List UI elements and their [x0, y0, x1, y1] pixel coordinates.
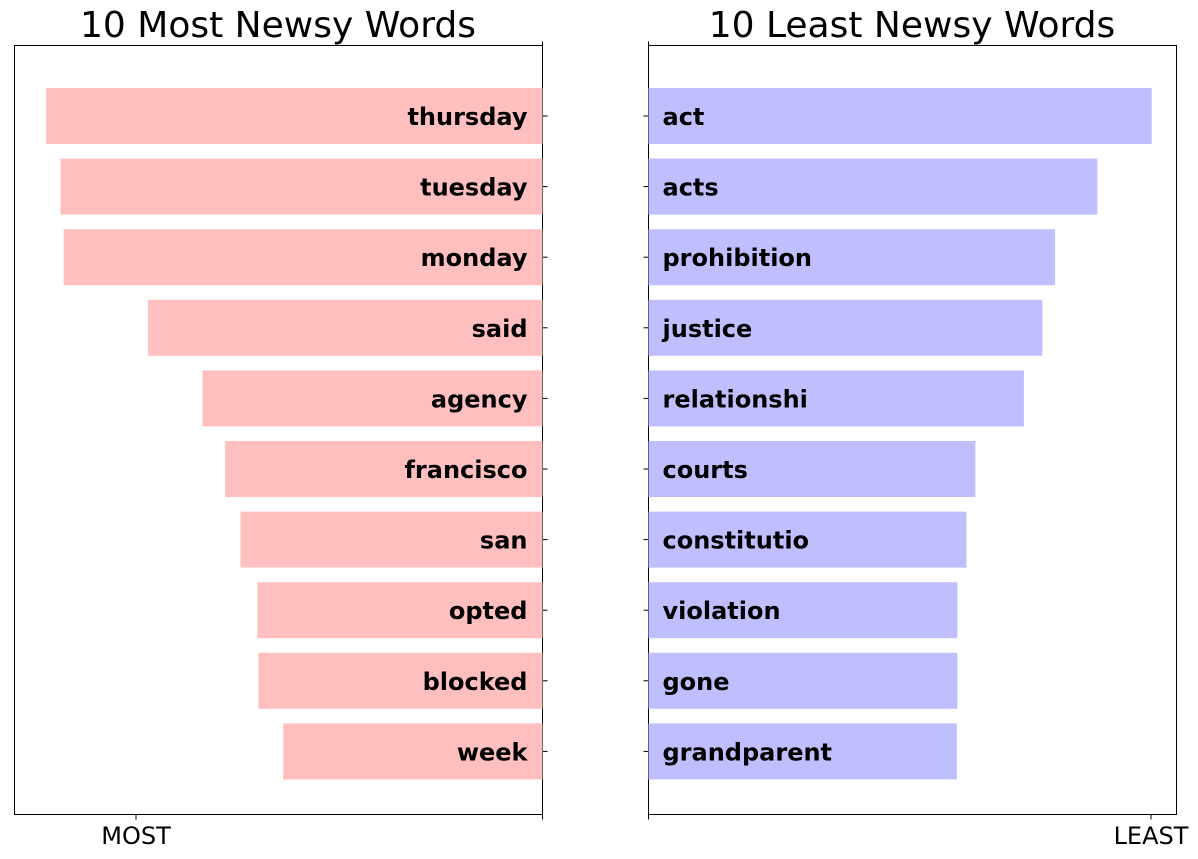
least-bar-grandparent	[648, 723, 957, 780]
least-xtick-label: LEAST	[1114, 822, 1189, 850]
least-bar-label-justice: justice	[662, 315, 753, 343]
most-newsy-panel: 10 Most Newsy Words thursday tuesday monda…	[14, 5, 548, 850]
least-newsy-panel: 10 Least Newsy Words act acts prohibition j…	[643, 5, 1189, 850]
least-bar-label-constitutio: constitutio	[663, 527, 810, 555]
least-bar-gone	[648, 652, 958, 709]
least-bar-label-relationshi: relationshi	[663, 385, 808, 413]
least-bar-constitutio	[648, 511, 967, 568]
most-bar-monday	[63, 229, 543, 286]
least-bar-label-grandparent: grandparent	[663, 738, 833, 766]
most-newsy-axes-frame	[14, 45, 543, 815]
most-bar-label-tuesday: tuesday	[420, 174, 528, 202]
most-bar-tuesday	[60, 158, 543, 215]
least-bar-act	[648, 88, 1152, 144]
least-bar-acts	[648, 158, 1098, 215]
most-bar-francisco	[225, 441, 543, 497]
least-bar-label-courts: courts	[663, 456, 748, 484]
least-bar-courts	[648, 441, 976, 497]
most-bar-label-francisco: francisco	[404, 456, 527, 484]
least-newsy-axes-frame	[648, 45, 1177, 815]
most-bar-said	[148, 299, 543, 356]
least-bar-violation	[648, 582, 958, 639]
least-bar-justice	[648, 299, 1043, 356]
most-bar-agency	[202, 370, 543, 427]
most-newsy-bars: thursday tuesday monday said agency francisco…	[46, 88, 543, 780]
least-newsy-ticks	[643, 41, 1152, 820]
most-bar-opted	[257, 582, 543, 639]
most-newsy-title: 10 Most Newsy Words	[80, 5, 476, 46]
least-bar-prohibition	[648, 229, 1056, 286]
most-bar-blocked	[258, 652, 543, 709]
least-bar-label-gone: gone	[663, 668, 730, 696]
most-bar-thursday	[46, 88, 543, 144]
most-xtick-label: MOST	[101, 822, 171, 850]
least-bar-label-acts: acts	[663, 174, 719, 202]
least-bar-relationshi	[648, 370, 1024, 427]
most-bar-label-blocked: blocked	[423, 668, 528, 696]
most-bar-label-san: san	[480, 527, 528, 555]
least-bar-label-prohibition: prohibition	[663, 244, 813, 272]
most-bar-san	[240, 511, 543, 568]
least-bar-label-violation: violation	[663, 597, 781, 625]
least-newsy-bars: act acts prohibition justice relationshi cour…	[648, 88, 1152, 780]
least-bar-label-act: act	[663, 103, 705, 131]
most-bar-label-thursday: thursday	[407, 103, 527, 131]
most-bar-label-week: week	[457, 738, 529, 766]
most-newsy-ticks	[135, 41, 548, 820]
least-newsy-title: 10 Least Newsy Words	[709, 5, 1116, 46]
most-bar-label-said: said	[472, 315, 528, 343]
most-bar-label-monday: monday	[421, 244, 528, 272]
most-bar-week	[283, 723, 543, 780]
most-bar-label-agency: agency	[431, 385, 528, 413]
most-bar-label-opted: opted	[449, 597, 528, 625]
